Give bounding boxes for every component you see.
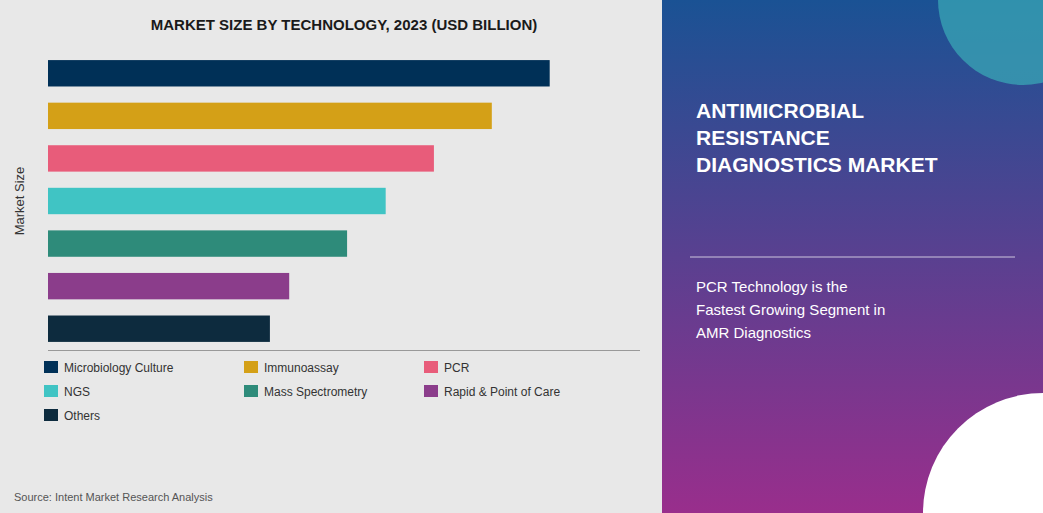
panel-title-line: RESISTANCE [696,126,830,149]
legend-swatch [44,409,58,421]
bar: Microbiology Culture: 5.2 [48,60,550,86]
panel-subtitle-line: Fastest Growing Segment in [696,301,885,318]
legend-label: PCR [444,361,470,375]
source-note: Source: Intent Market Research Analysis [14,491,213,503]
panel-title-line: ANTIMICROBIAL [696,99,864,122]
legend-label: NGS [64,385,90,399]
legend-swatch [424,385,438,397]
panel-subtitle-line: PCR Technology is the [696,278,847,295]
bar: Immunoassay: 4.6 [48,103,492,129]
legend-label: Mass Spectrometry [264,385,367,399]
bar: NGS: 3.5 [48,188,386,214]
panel-decoration [938,0,1043,85]
chart-title: MARKET SIZE BY TECHNOLOGY, 2023 (USD BIL… [151,16,537,33]
bar: Mass Spectrometry: 3.1 [48,230,347,256]
panel-divider [690,257,1015,258]
legend-label: Others [64,409,100,423]
bar: Others: 2.3 [48,316,270,342]
panel-title: ANTIMICROBIAL RESISTANCE DIAGNOSTICS MARKE… [696,99,938,176]
legend-label: Microbiology Culture [64,361,174,375]
panel-subtitle: PCR Technology is the Fastest Growing Seg… [696,278,885,341]
legend-swatch [244,385,258,397]
chart-root: MARKET SIZE BY TECHNOLOGY, 2023 (USD BIL… [0,0,1043,513]
bar: Rapid & Point of Care: 2.5 [48,273,289,299]
x-axis-line [48,350,640,351]
panel-title-line: DIAGNOSTICS MARKET [696,153,938,176]
legend-label: Immunoassay [264,361,339,375]
bars: Microbiology Culture: 5.2 Immunoassay: 4.… [48,60,550,342]
background [0,0,1043,513]
panel-corner [923,393,1043,513]
legend-swatch [424,361,438,373]
bar: PCR: 4 [48,145,434,171]
legend-swatch [44,361,58,373]
legend-swatch [44,385,58,397]
legend-label: Rapid & Point of Care [444,385,560,399]
legend-swatch [244,361,258,373]
info-panel [662,0,1043,513]
legend: Microbiology Culture Immunoassay PCR NGS Mas… [44,361,560,423]
y-axis-label: Market Size [12,167,27,236]
panel-subtitle-line: AMR Diagnostics [696,324,811,341]
